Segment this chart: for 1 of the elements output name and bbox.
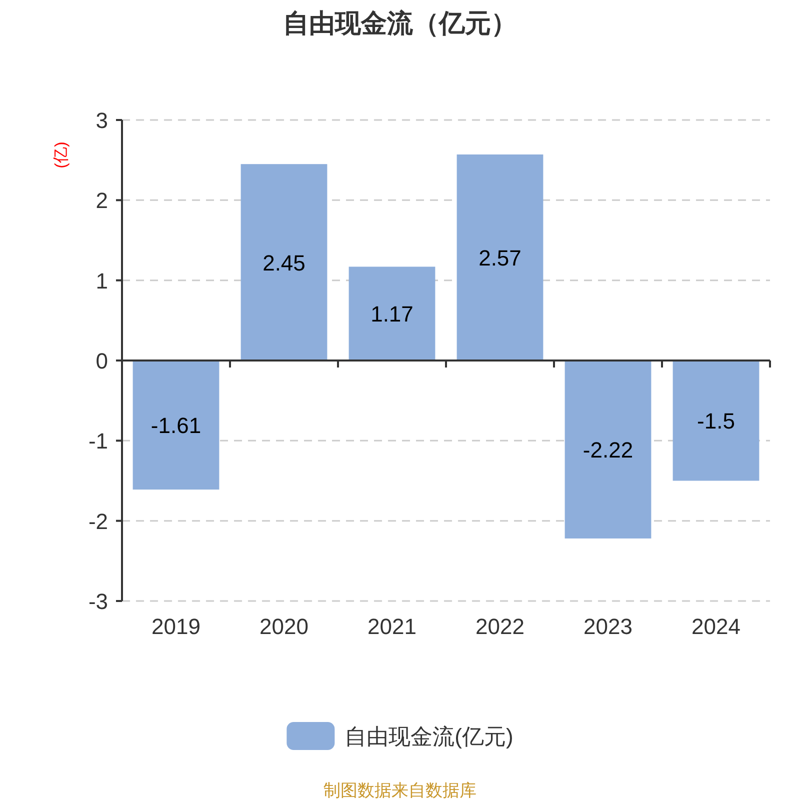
title: 自由现金流（亿元） xyxy=(283,8,517,38)
